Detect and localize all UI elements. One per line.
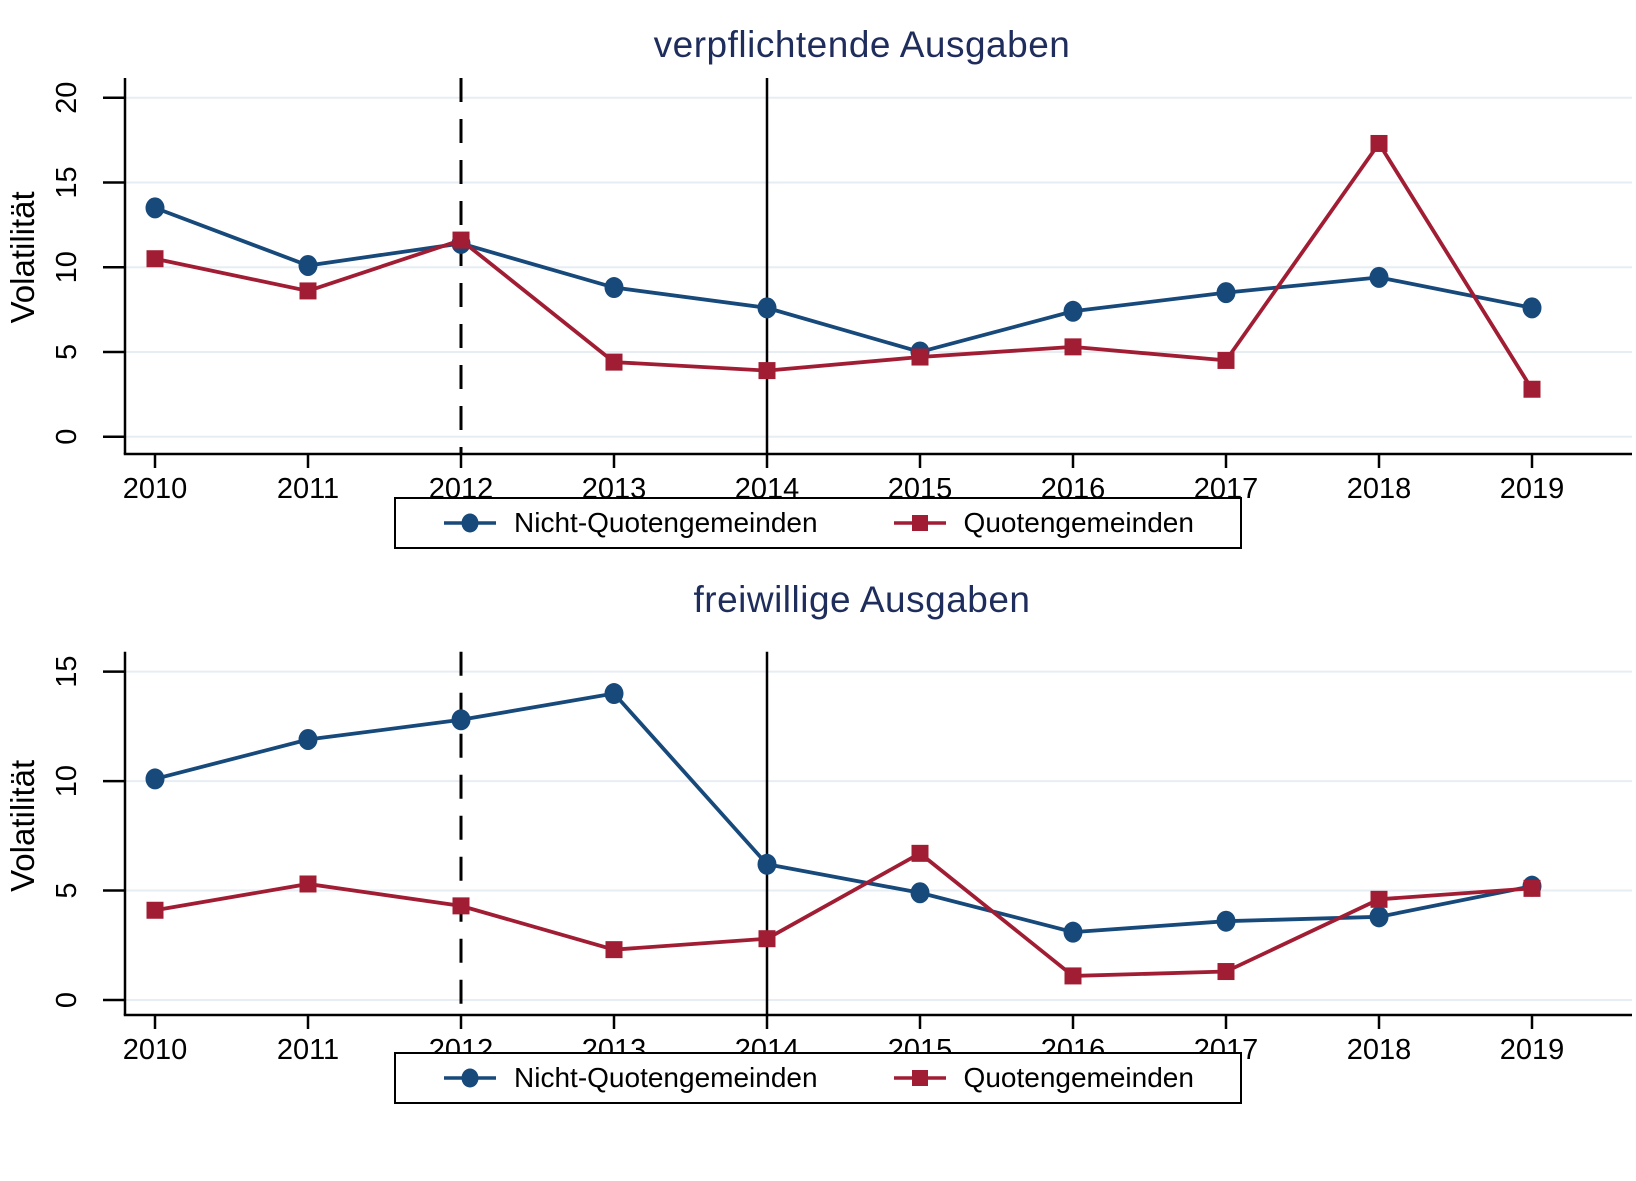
x-tick-label-2011: 2011: [277, 473, 339, 505]
x-tick-label-2010: 2010: [123, 1034, 188, 1065]
y-tick-label-20: 20: [51, 82, 83, 114]
data-point-circle-2013: [604, 683, 624, 705]
data-point-square-2010: [146, 250, 164, 268]
data-point-square-2012: [452, 231, 470, 249]
data-point-circle-2019: [1522, 297, 1542, 319]
data-point-circle-2011: [298, 255, 318, 277]
data-point-square-2018: [1370, 890, 1388, 908]
data-point-circle-2014: [757, 853, 777, 875]
data-point-square-2017: [1217, 963, 1235, 981]
panel-verpflichtende-ausgaben: verpflichtende Ausgaben 0 5 10 15 20 2010 2011…: [0, 0, 1636, 565]
x-tick-label-2019: 2019: [1500, 1034, 1565, 1065]
y-tick-label-15: 15: [51, 166, 83, 198]
data-point-square-2018: [1370, 134, 1388, 152]
panel-freiwillige-ausgaben: freiwillige Ausgaben 0 5 10 15 2010 2011 2012 2…: [0, 565, 1636, 1181]
legend-item-quotengemeinden: Quotengemeinden: [892, 507, 1194, 539]
series-line-nicht-quotengemeinden: [154, 206, 1533, 354]
data-point-square-2013: [605, 941, 623, 959]
legend-top: Nicht-Quotengemeinden Quotengemeinden: [394, 497, 1242, 549]
y-axis-title: Volatilität: [4, 760, 41, 892]
legend-square: [911, 515, 928, 531]
data-point-circle-2013: [604, 277, 624, 299]
legend-item-quotengemeinden: Quotengemeinden: [892, 1062, 1194, 1094]
data-point-circle-2012: [451, 709, 471, 731]
x-tick-label-2019: 2019: [1500, 473, 1565, 505]
legend-label: Nicht-Quotengemeinden: [514, 1062, 818, 1093]
y-tick-label-10: 10: [51, 251, 83, 283]
data-point-circle-2018: [1369, 906, 1389, 928]
data-point-square-2016: [1064, 967, 1082, 985]
series-line-quotengemeinden: [154, 140, 1534, 391]
legend-circle: [461, 1068, 479, 1088]
legend-item-nicht-quotengemeinden: Nicht-Quotengemeinden: [442, 1062, 818, 1094]
y-tick-label-5: 5: [51, 344, 83, 360]
data-point-circle-2014: [757, 297, 777, 319]
data-point-circle-2016: [1063, 300, 1083, 322]
legend-marker-square-icon: [893, 1070, 946, 1086]
data-point-circle-2010: [145, 768, 165, 790]
data-point-square-2010: [146, 901, 164, 919]
data-point-circle-2017: [1216, 910, 1236, 932]
data-point-square-2011: [299, 875, 317, 893]
data-point-square-2019: [1523, 380, 1541, 398]
y-tick-label-10: 10: [51, 765, 83, 797]
legend-label: Quotengemeinden: [963, 507, 1194, 538]
data-point-square-2015: [911, 348, 929, 366]
legend-circle: [461, 513, 479, 533]
data-point-circle-2017: [1216, 282, 1236, 304]
x-tick-label-2018: 2018: [1347, 1034, 1412, 1065]
chart-title-freiwillige: freiwillige Ausgaben: [693, 579, 1031, 620]
legend-label: Nicht-Quotengemeinden: [514, 507, 818, 538]
data-point-square-2012: [452, 897, 470, 915]
legend-label: Quotengemeinden: [963, 1062, 1194, 1093]
data-point-square-2015: [911, 844, 929, 862]
data-point-circle-2010: [145, 197, 165, 219]
legend-marker-circle-icon: [444, 1068, 497, 1088]
legend-marker-circle-icon: [444, 513, 497, 533]
data-point-circle-2011: [298, 729, 318, 751]
y-axis-title: Volatilität: [4, 191, 41, 323]
series-line-nicht-quotengemeinden: [154, 691, 1533, 935]
series-line-quotengemeinden: [154, 851, 1533, 978]
data-point-square-2011: [299, 282, 317, 300]
data-point-circle-2015: [910, 882, 930, 904]
legend-square: [911, 1070, 928, 1086]
x-tick-label-2010: 2010: [123, 473, 188, 505]
x-tick-label-2018: 2018: [1347, 473, 1412, 505]
x-tick-label-2011: 2011: [277, 1034, 339, 1065]
y-tick-label-15: 15: [51, 656, 83, 688]
y-tick-label-5: 5: [51, 882, 83, 898]
data-point-circle-2016: [1063, 921, 1083, 943]
data-point-square-2019: [1523, 879, 1541, 897]
data-point-square-2013: [605, 353, 623, 371]
y-tick-label-0: 0: [51, 429, 83, 445]
legend-bottom: Nicht-Quotengemeinden Quotengemeinden: [394, 1052, 1242, 1104]
data-point-square-2016: [1064, 338, 1082, 356]
y-tick-label-0: 0: [51, 992, 83, 1008]
data-point-square-2017: [1217, 351, 1235, 369]
data-point-circle-2018: [1369, 266, 1389, 288]
legend-marker-square-icon: [893, 515, 946, 531]
data-point-square-2014: [758, 362, 776, 380]
chart-title-verpflichtende: verpflichtende Ausgaben: [653, 24, 1071, 65]
data-point-square-2014: [758, 930, 776, 948]
legend-item-nicht-quotengemeinden: Nicht-Quotengemeinden: [442, 507, 818, 539]
